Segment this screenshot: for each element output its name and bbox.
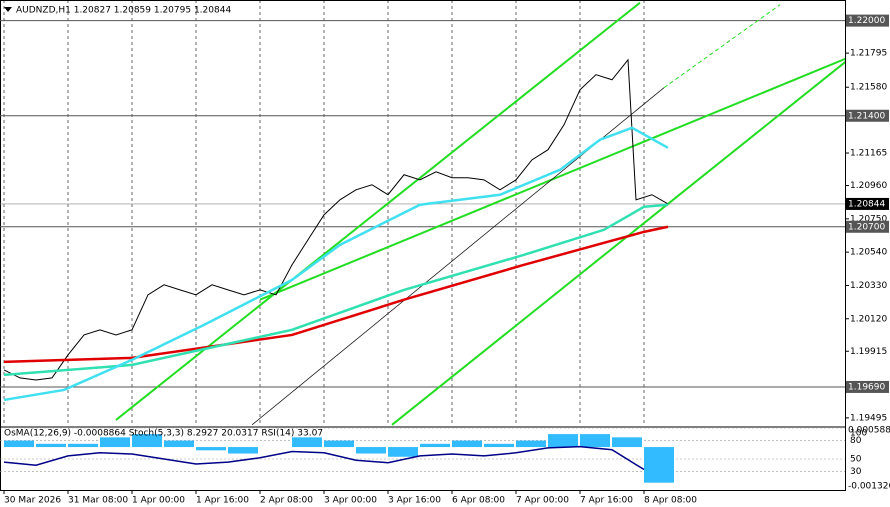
axes: 30 Mar 2026 31 Mar 08:00 1 Apr 00:00 1 Apr …: [3, 14, 890, 506]
osma-bar: [516, 440, 546, 448]
level-label-bg: [846, 220, 889, 233]
level-label: 1.21400: [848, 111, 885, 121]
moving-average: [3, 225, 669, 364]
osma-bar: [580, 434, 610, 448]
osma-bar: [612, 437, 642, 448]
osma-bar: [548, 434, 578, 448]
trendline: [115, 1, 641, 421]
chart-title: AUDNZD,H1 1.20827 1.20859 1.20795 1.2084…: [16, 6, 231, 16]
x-tick-label: 1 Apr 16:00: [196, 496, 249, 506]
indicator-tick-label: 80: [850, 436, 862, 446]
indicator-tick-label: 50: [850, 455, 862, 465]
level-label: 1.22000: [848, 16, 885, 26]
osma-bar: [132, 434, 162, 448]
x-tick-label: 8 Apr 08:00: [644, 496, 697, 506]
osma-bar: [292, 437, 322, 448]
plot-frame: [0, 0, 846, 491]
level-label-bg: [846, 109, 889, 122]
x-tick-label: 6 Apr 08:00: [452, 496, 505, 506]
osma-bar: [196, 447, 226, 451]
osma-bar: [68, 443, 98, 448]
level-label-bg: [846, 14, 889, 27]
y-tick-label: 1.20540: [850, 248, 887, 258]
current-price-label: 1.20844: [848, 199, 885, 209]
level-label: 1.19690: [848, 382, 885, 392]
y-tick-label: 1.19915: [850, 347, 887, 357]
price-line: [3, 58, 669, 381]
x-tick-label: 3 Apr 00:00: [324, 496, 377, 506]
y-tick-label: 1.20960: [850, 181, 887, 191]
moving-average: [3, 126, 669, 402]
osma-bar: [420, 443, 450, 448]
y-tick-label: 1.21165: [850, 149, 887, 159]
indicator-tick-label: 100: [850, 429, 867, 439]
osma-tick-label: -0.001326: [848, 482, 890, 492]
indicator-pane: [0, 428, 845, 483]
current-price-bg: [846, 197, 889, 210]
level-label: 1.20700: [848, 222, 885, 232]
x-tick-label: 7 Apr 00:00: [516, 496, 569, 506]
rsi-line: [3, 445, 645, 471]
osma-bar: [4, 440, 34, 448]
moving-average: [3, 203, 669, 377]
osma-bar: [388, 447, 418, 457]
osma-bar: [356, 447, 386, 454]
osma-bar: [228, 447, 258, 454]
indicator-title: OsMA(12,26,9) -0.0008864 Stoch(5,3,3) 8.…: [4, 429, 323, 439]
x-tick-label: 7 Apr 16:00: [580, 496, 633, 506]
osma-bar: [100, 437, 130, 448]
y-tick-label: 1.20330: [850, 281, 887, 291]
main-pane: [0, 0, 845, 426]
osma-bar: [164, 440, 194, 448]
y-tick-label: 1.19495: [850, 413, 887, 423]
y-tick-label: 1.21795: [850, 49, 887, 59]
level-label-bg: [846, 380, 889, 393]
y-tick-label: 1.20120: [850, 314, 887, 324]
osma-bar: [484, 443, 514, 448]
x-tick-label: 30 Mar 2026: [4, 496, 61, 506]
osma-bar: [36, 443, 66, 448]
menu-arrow[interactable]: [4, 7, 12, 12]
trendline: [663, 4, 781, 89]
osma-bar: [324, 440, 354, 448]
x-tick-label: 2 Apr 08:00: [260, 496, 313, 506]
y-tick-label: 1.21580: [850, 83, 887, 93]
indicator-tick-label: 30: [850, 467, 862, 477]
osma-bar: [452, 440, 482, 448]
y-tick-label: 1.20750: [850, 214, 887, 224]
trendline: [391, 60, 845, 426]
x-tick-label: 31 Mar 08:00: [68, 496, 128, 506]
x-tick-label: 3 Apr 16:00: [388, 496, 441, 506]
osma-tick-label: 0.0005882: [848, 426, 890, 436]
trendline: [259, 57, 845, 301]
osma-bar: [644, 447, 674, 483]
x-tick-label: 1 Apr 00:00: [132, 496, 185, 506]
